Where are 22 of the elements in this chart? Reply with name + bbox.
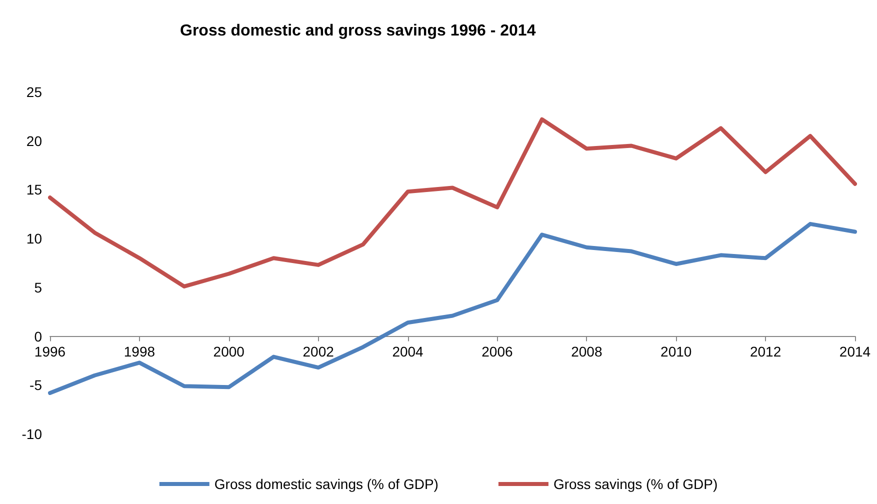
x-tick-label: 2004 [392, 343, 424, 360]
y-tick-label: -5 [30, 377, 42, 394]
y-tick-label: 20 [26, 132, 42, 149]
x-tick-label: 2012 [750, 343, 782, 360]
x-tick-label: 2010 [660, 343, 692, 360]
line-series [48, 117, 857, 288]
x-tick-label: 2014 [839, 343, 871, 360]
x-tick-label: 2000 [213, 343, 245, 360]
legend-label: Gross savings (% of GDP) [553, 476, 718, 492]
chart-title: Gross domestic and gross savings 1996 - 2014 [180, 22, 536, 40]
x-tick-label: 2008 [571, 343, 602, 360]
y-tick-label: 15 [26, 182, 42, 198]
y-tick-label: 25 [26, 84, 42, 100]
y-tick-label: 5 [34, 279, 42, 296]
legend-label: Gross domestic savings (% of GDP) [214, 476, 438, 492]
x-tick-label: 1996 [34, 343, 66, 360]
x-tick-label: 2002 [302, 343, 334, 360]
y-tick-label: 0 [34, 328, 42, 344]
y-tick-label: 10 [26, 230, 42, 247]
x-tick-label: 2006 [482, 343, 513, 360]
y-tick-label: -10 [22, 426, 42, 442]
x-tick-label: 1998 [124, 343, 156, 360]
